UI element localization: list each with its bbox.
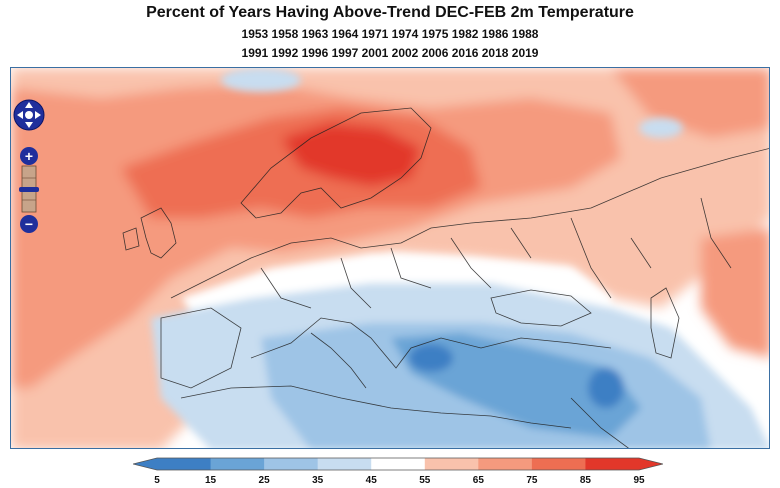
color-legend: 5 15 25 35 45 55 65 75 85 95 [132, 456, 664, 488]
cold-anomaly-layer [151, 68, 769, 448]
zoom-out-label: − [25, 216, 33, 232]
years-line-1: 1953 1958 1963 1964 1971 1974 1975 1982 … [241, 27, 539, 41]
zoom-slider-handle[interactable] [19, 187, 39, 192]
coast-iberia [160, 307, 242, 389]
legend-bar [132, 457, 664, 471]
legend-swatch [371, 458, 426, 470]
zoom-in-button[interactable]: + [20, 147, 38, 165]
legend-tick-label: 75 [526, 475, 538, 486]
legend-tick-label: 5 [154, 475, 160, 486]
zoom-slider[interactable] [19, 165, 39, 213]
legend-tick-label: 65 [472, 475, 484, 486]
legend-arrow-low [133, 458, 157, 470]
legend-tick-label: 35 [312, 475, 324, 486]
coast-ireland [122, 227, 140, 251]
coast-mediterranean [250, 317, 612, 369]
legend-swatch [585, 458, 640, 470]
zoom-in-label: + [25, 148, 33, 164]
coast-italy [310, 332, 367, 389]
coast-britain [140, 207, 177, 259]
legend-swatch [157, 458, 212, 470]
temperature-map[interactable] [10, 67, 770, 449]
coast-caspian [650, 287, 680, 359]
map-navigation: + − [13, 88, 45, 238]
coast-red-sea [570, 397, 629, 448]
country-borders [260, 197, 732, 309]
legend-arrow-high [639, 458, 663, 470]
legend-tick-label: 55 [419, 475, 431, 486]
zoom-out-button[interactable]: − [20, 215, 38, 233]
legend-swatch [478, 458, 533, 470]
legend-swatch [531, 458, 586, 470]
map-canvas [11, 68, 769, 448]
pan-arrows-icon[interactable] [13, 99, 45, 131]
legend-tick-label: 95 [633, 475, 645, 486]
legend-swatch [424, 458, 479, 470]
legend-tick-label: 25 [258, 475, 270, 486]
legend-tick-label: 15 [204, 475, 217, 486]
map-title: Percent of Years Having Above-Trend DEC-… [146, 4, 634, 21]
legend-swatch [210, 458, 265, 470]
coastlines [122, 107, 769, 448]
coast-scandinavia [240, 107, 432, 219]
legend-swatch [264, 458, 319, 470]
coast-north-europe [170, 148, 769, 299]
coast-black-sea [490, 289, 592, 327]
legend-tick-label: 85 [579, 475, 591, 486]
years-line-2: 1991 1992 1996 1997 2001 2002 2006 2016 … [241, 46, 539, 60]
legend-tick-label: 45 [365, 475, 377, 486]
coast-north-africa [180, 385, 572, 429]
legend-swatch [317, 458, 372, 470]
